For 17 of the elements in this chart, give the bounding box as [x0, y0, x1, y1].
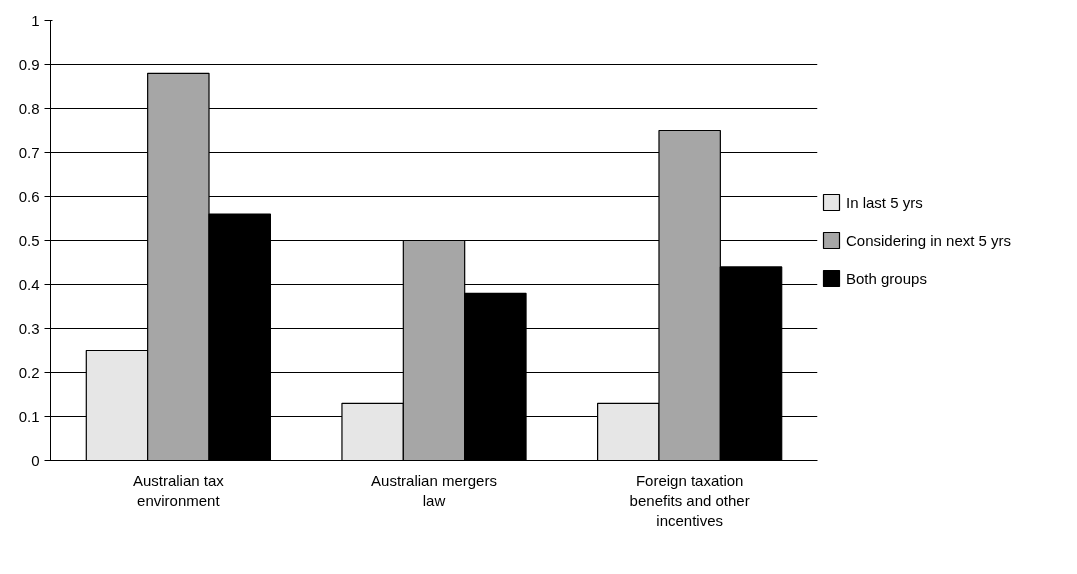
x-tick-label: Australian tax environment: [132, 471, 225, 509]
y-tick-label: 0.6: [18, 187, 40, 205]
y-tick-label: 0.9: [18, 55, 40, 73]
legend-label: In last 5 yrs: [846, 193, 923, 211]
y-tick-label: 0: [31, 451, 40, 469]
x-tick-label: Australian mergers law: [371, 471, 497, 509]
y-tick-label: 0.5: [18, 231, 40, 249]
y-tick-label: 0.3: [18, 319, 40, 337]
legend-label: Both groups: [846, 269, 927, 287]
y-tick-label: 1: [31, 11, 40, 29]
y-tick-label: 0.1: [18, 407, 40, 425]
y-tick-label: 0.8: [18, 99, 40, 117]
y-tick-label: 0.4: [18, 275, 40, 293]
legend-label: Considering in next 5 yrs: [846, 231, 1012, 249]
y-tick-label: 0.7: [18, 143, 40, 161]
y-tick-label: 0.2: [18, 363, 40, 381]
x-tick-label: Foreign taxation benefits and other incentives: [629, 471, 750, 530]
